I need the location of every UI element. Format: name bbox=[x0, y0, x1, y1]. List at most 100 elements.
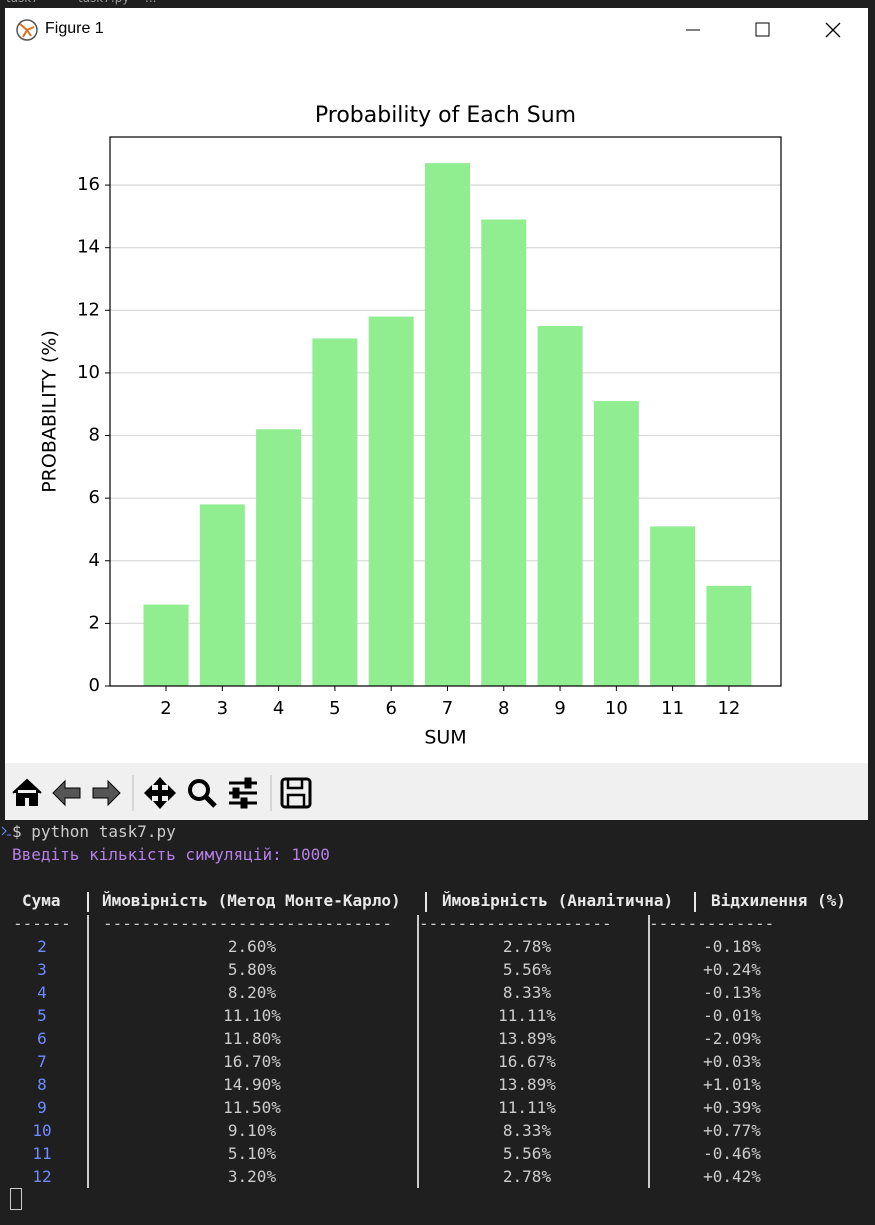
zoom-button[interactable] bbox=[188, 779, 217, 808]
close-button[interactable] bbox=[825, 22, 841, 38]
header-pipe bbox=[87, 892, 89, 912]
header-cell: Відхилення (%) bbox=[711, 891, 846, 910]
cell: +0.42% bbox=[703, 1167, 761, 1186]
sum-cell: 9 bbox=[37, 1098, 47, 1117]
window-controls bbox=[686, 22, 841, 38]
sum-cell: 8 bbox=[37, 1075, 47, 1094]
cell: 8.33% bbox=[502, 1121, 552, 1140]
cell: 3.20% bbox=[227, 1167, 277, 1186]
cell: 2.78% bbox=[502, 1167, 552, 1186]
back-button[interactable] bbox=[52, 779, 81, 807]
command: $ python task7.py bbox=[12, 822, 176, 841]
x-tick-label: 4 bbox=[273, 698, 284, 719]
column-pipe bbox=[417, 915, 419, 1188]
sum-cell: 7 bbox=[37, 1052, 47, 1071]
cell: 11.11% bbox=[498, 1098, 556, 1117]
configure-button[interactable] bbox=[229, 777, 257, 809]
cell: 8.33% bbox=[502, 983, 552, 1002]
y-tick-label: 12 bbox=[77, 299, 100, 320]
x-tick-label: 5 bbox=[329, 698, 340, 719]
cell: -0.13% bbox=[703, 983, 761, 1002]
cell: 8.20% bbox=[227, 983, 277, 1002]
x-tick-label: 9 bbox=[554, 698, 565, 719]
x-tick-label: 2 bbox=[160, 698, 171, 719]
crumb[interactable]: ... bbox=[145, 0, 156, 5]
sum-cell: 12 bbox=[32, 1167, 52, 1186]
cell: 11.11% bbox=[498, 1006, 556, 1025]
header-cell: Сума bbox=[22, 891, 61, 910]
axes-frame bbox=[109, 136, 782, 687]
cell: 5.80% bbox=[227, 960, 277, 979]
cell: +0.24% bbox=[703, 960, 761, 979]
bar bbox=[537, 325, 583, 686]
bar bbox=[199, 504, 245, 686]
sum-cell: 11 bbox=[32, 1144, 52, 1163]
cell: 16.67% bbox=[498, 1052, 556, 1071]
x-tick-label: 12 bbox=[717, 698, 740, 719]
toolbar bbox=[5, 763, 868, 820]
x-tick-label: 8 bbox=[498, 698, 509, 719]
breadcrumb: task7 task7.py ... bbox=[0, 0, 875, 8]
cell: 5.56% bbox=[502, 960, 552, 979]
cell: 16.70% bbox=[223, 1052, 281, 1071]
x-tick-label: 11 bbox=[661, 698, 684, 719]
header-pipe bbox=[425, 892, 427, 912]
x-tick-label: 10 bbox=[605, 698, 628, 719]
crumb[interactable]: task7 bbox=[6, 0, 39, 5]
crumb[interactable]: task7.py bbox=[78, 0, 129, 5]
bar bbox=[256, 429, 302, 686]
cell: +0.77% bbox=[703, 1121, 761, 1140]
separator: ------ bbox=[13, 914, 71, 933]
bar bbox=[143, 604, 189, 686]
cell: -0.18% bbox=[703, 937, 761, 956]
y-tick-label: 14 bbox=[77, 237, 100, 258]
bar bbox=[312, 338, 358, 686]
cell: 11.50% bbox=[223, 1098, 281, 1117]
sum-cell: 6 bbox=[37, 1029, 47, 1048]
bar bbox=[481, 219, 527, 686]
y-tick-label: 8 bbox=[89, 425, 100, 446]
forward-button[interactable] bbox=[92, 779, 121, 807]
y-tick-label: 16 bbox=[77, 174, 100, 195]
maximize-button[interactable] bbox=[755, 22, 770, 37]
app-icon bbox=[16, 19, 38, 41]
cell: -0.01% bbox=[703, 1006, 761, 1025]
cell: 14.90% bbox=[223, 1075, 281, 1094]
pan-button[interactable] bbox=[144, 777, 176, 809]
x-axis-label: SUM bbox=[424, 727, 466, 749]
cell: 2.60% bbox=[227, 937, 277, 956]
header-cell: Ймовірність (Метод Монте-Карло) bbox=[102, 891, 401, 910]
header-cell: Ймовірність (Аналітична) bbox=[442, 891, 674, 910]
y-tick-label: 0 bbox=[89, 675, 100, 696]
cell: 11.80% bbox=[223, 1029, 281, 1048]
cell: 5.10% bbox=[227, 1144, 277, 1163]
x-tick-label: 6 bbox=[385, 698, 396, 719]
cell: +0.39% bbox=[703, 1098, 761, 1117]
separator: ------------------------------ bbox=[103, 914, 392, 933]
bar bbox=[593, 401, 639, 686]
cell: -2.09% bbox=[703, 1029, 761, 1048]
cell: 11.10% bbox=[223, 1006, 281, 1025]
cell: 2.78% bbox=[502, 937, 552, 956]
sum-cell: 2 bbox=[37, 937, 47, 956]
cell: 9.10% bbox=[227, 1121, 277, 1140]
window-title: Figure 1 bbox=[45, 20, 104, 37]
home-button[interactable] bbox=[12, 778, 42, 806]
cell: +0.03% bbox=[703, 1052, 761, 1071]
cell: 13.89% bbox=[498, 1075, 556, 1094]
bar bbox=[368, 316, 414, 686]
save-button[interactable] bbox=[280, 777, 312, 809]
cell: +1.01% bbox=[703, 1075, 761, 1094]
sum-cell: 10 bbox=[32, 1121, 52, 1140]
cell: 5.56% bbox=[502, 1144, 552, 1163]
bar bbox=[424, 163, 470, 687]
sum-cell: 3 bbox=[37, 960, 47, 979]
chart-title: Probability of Each Sum bbox=[315, 103, 576, 128]
bar bbox=[650, 526, 696, 686]
column-pipe bbox=[648, 915, 650, 1188]
x-tick-label: 7 bbox=[442, 698, 453, 719]
sum-cell: 5 bbox=[37, 1006, 47, 1025]
y-tick-label: 10 bbox=[77, 362, 100, 383]
cell: -0.46% bbox=[703, 1144, 761, 1163]
